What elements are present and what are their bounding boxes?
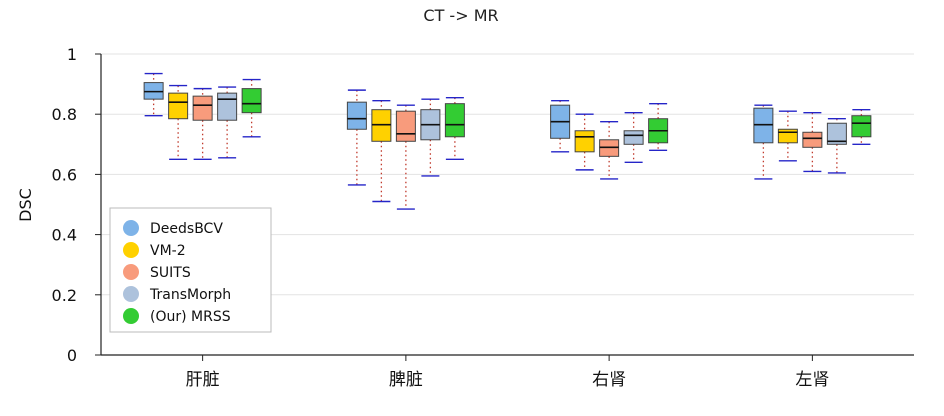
- box-vm-2: [574, 113, 595, 171]
- box-suits: [802, 111, 823, 173]
- box-our-mrss: [444, 96, 465, 161]
- legend-marker: [123, 308, 139, 324]
- iqr-box: [168, 92, 189, 120]
- legend-label: (Our) MRSS: [150, 309, 231, 325]
- box-transmorph: [420, 98, 441, 177]
- legend-label: SUITS: [150, 265, 191, 281]
- chart-title: CT -> MR: [423, 6, 498, 25]
- iqr-box: [241, 88, 262, 114]
- box-transmorph: [217, 86, 238, 159]
- box-our-mrss: [241, 78, 262, 138]
- iqr-box: [777, 128, 798, 144]
- box-suits: [599, 121, 620, 180]
- iqr-box: [802, 131, 823, 148]
- legend-label: TransMorph: [149, 287, 231, 303]
- box-vm-2: [777, 110, 798, 162]
- y-tick-label: 0.8: [52, 105, 77, 124]
- box-deedsbcv: [346, 89, 367, 186]
- iqr-box: [217, 92, 238, 121]
- x-axis-labels: 肝脏 脾脏 右肾 左肾: [186, 355, 829, 390]
- x-tick-label: 右肾: [592, 370, 626, 390]
- boxes-group: [143, 72, 872, 210]
- box-deedsbcv: [753, 104, 774, 180]
- y-tick-label: 0: [67, 346, 77, 365]
- legend-marker: [123, 242, 139, 258]
- iqr-box: [444, 103, 465, 138]
- y-tick-label: 0.4: [52, 226, 77, 245]
- box-suits: [192, 87, 213, 161]
- iqr-box: [192, 95, 213, 121]
- legend-marker: [123, 264, 139, 280]
- y-axis-label: DSC: [16, 188, 35, 222]
- legend-marker: [123, 220, 139, 236]
- box-vm-2: [371, 99, 392, 203]
- box-deedsbcv: [143, 72, 164, 117]
- legend-label: VM-2: [150, 243, 186, 259]
- iqr-box: [851, 115, 872, 138]
- box-deedsbcv: [550, 99, 571, 153]
- legend-marker: [123, 286, 139, 302]
- box-suits: [395, 104, 416, 210]
- legend: DeedsBCV VM-2 SUITS TransMorph (Our) MRSS: [109, 207, 272, 333]
- box-transmorph: [826, 118, 847, 174]
- box-vm-2: [168, 84, 189, 161]
- iqr-box: [395, 110, 416, 142]
- iqr-box: [623, 130, 644, 145]
- legend-label: DeedsBCV: [150, 221, 223, 237]
- box-our-mrss: [851, 108, 872, 146]
- y-tick-label: 0.2: [52, 286, 77, 305]
- x-tick-label: 左肾: [795, 370, 829, 390]
- box-our-mrss: [648, 102, 669, 152]
- y-tick-label: 1: [67, 45, 77, 64]
- box-transmorph: [623, 111, 644, 164]
- iqr-box: [826, 122, 847, 145]
- y-axis-ticks: 0 0.2 0.4 0.6 0.8 1: [52, 45, 101, 365]
- y-tick-label: 0.6: [52, 165, 77, 184]
- x-tick-label: 肝脏: [186, 370, 220, 390]
- x-tick-label: 脾脏: [389, 370, 423, 390]
- iqr-box: [574, 130, 595, 153]
- iqr-box: [346, 101, 367, 130]
